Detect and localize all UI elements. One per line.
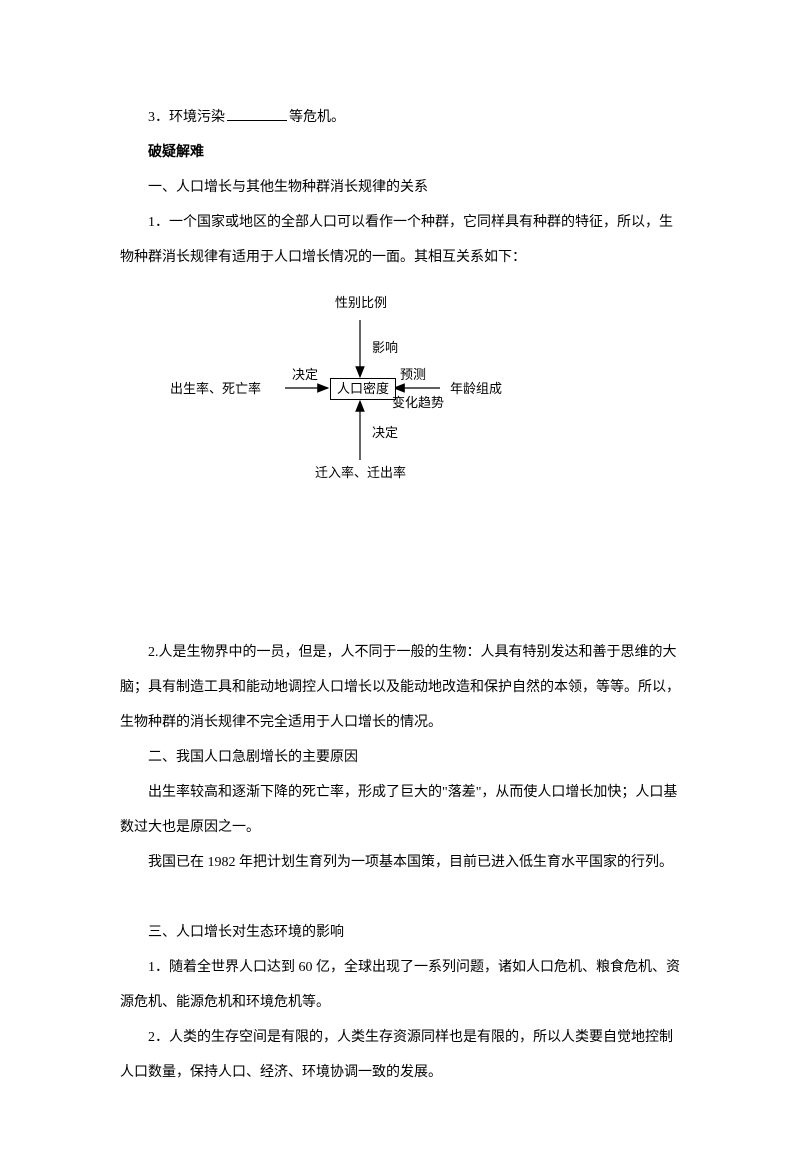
diagram-center-box: 人口密度 xyxy=(330,378,396,400)
paragraph-1: 1．一个国家或地区的全部人口可以看作一个种群，它同样具有种群的特征，所以，生物种… xyxy=(120,205,680,275)
diagram-right-arrow-label2: 变化趋势 xyxy=(392,395,444,411)
heading-2: 二、我国人口急剧增长的主要原因 xyxy=(120,740,680,775)
paragraph-6: 2．人类的生存空间是有限的，人类生存资源同样也是有限的，所以人类要自觉地控制人口… xyxy=(120,1020,680,1090)
paragraph-4: 我国已在 1982 年把计划生育列为一项基本国策，目前已进入低生育水平国家的行列… xyxy=(120,845,680,880)
diagram-left-label: 出生率、死亡率 xyxy=(170,381,261,397)
section-title: 破疑解难 xyxy=(120,135,680,170)
diagram-top-label: 性别比例 xyxy=(335,295,387,311)
paragraph-3: 出生率较高和逐渐下降的死亡率，形成了巨大的"落差"，从而使人口增长加快；人口基数… xyxy=(120,775,680,845)
diagram-top-arrow-label: 影响 xyxy=(372,340,398,356)
line1-suffix: 等危机。 xyxy=(289,110,345,125)
diagram-right-label: 年龄组成 xyxy=(450,381,502,397)
diagram-right-arrow-label1: 预测 xyxy=(400,367,426,383)
line1-prefix: 3．环境污染 xyxy=(148,110,225,125)
population-density-diagram: 性别比例 影响 出生率、死亡率 决定 人口密度 预测 变化趋势 年龄组成 决定 … xyxy=(160,285,560,505)
heading-3: 三、人口增长对生态环境的影响 xyxy=(120,915,680,950)
diagram-bottom-arrow-label: 决定 xyxy=(372,425,398,441)
spacer xyxy=(120,515,680,635)
paragraph-5: 1．随着全世界人口达到 60 亿，全球出现了一系列问题，诸如人口危机、粮食危机、… xyxy=(120,950,680,1020)
paragraph-2: 2.人是生物界中的一员，但是，人不同于一般的生物：人具有特别发达和善于思维的大脑… xyxy=(120,635,680,740)
heading-1: 一、人口增长与其他生物种群消长规律的关系 xyxy=(120,170,680,205)
line-env-pollution: 3．环境污染 等危机。 xyxy=(120,100,680,135)
diagram-bottom-label: 迁入率、迁出率 xyxy=(315,465,406,481)
fill-blank[interactable] xyxy=(227,106,287,121)
blank-line xyxy=(120,880,680,915)
diagram-left-arrow-label: 决定 xyxy=(292,367,318,383)
